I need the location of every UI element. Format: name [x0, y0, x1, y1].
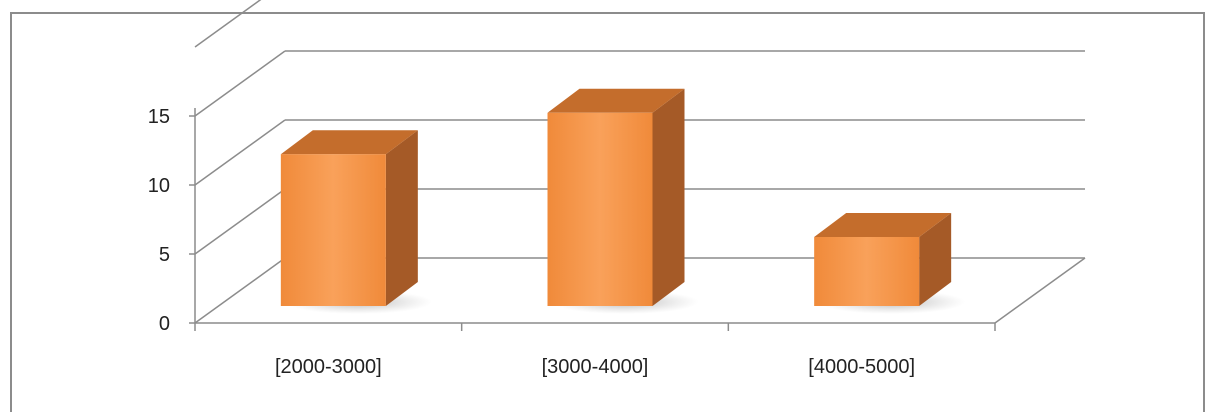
bar-side	[652, 88, 685, 306]
bar	[547, 112, 653, 306]
y-tick-label: 10	[148, 175, 170, 197]
y-tick-label: 15	[148, 106, 170, 128]
bar-top	[547, 88, 685, 113]
y-tick-label: 5	[159, 244, 170, 266]
chart-frame	[10, 12, 1205, 412]
gridline-diagonal	[194, 257, 286, 324]
bar	[814, 237, 920, 306]
y-tick-label: 0	[159, 313, 170, 335]
gridline-diagonal	[194, 119, 286, 186]
gridline-diagonal	[194, 188, 286, 255]
bar-top	[280, 130, 418, 155]
bar-top	[814, 213, 952, 237]
gridline-diagonal	[194, 50, 286, 117]
x-category-label: [2000-3000]	[275, 356, 382, 378]
floor-right-edge	[994, 257, 1086, 324]
bar-side	[919, 213, 952, 306]
gridline-diagonal	[194, 0, 262, 48]
bar-side	[385, 130, 418, 306]
bar	[280, 154, 386, 306]
x-category-label: [3000-4000]	[542, 356, 649, 378]
x-category-label: [4000-5000]	[808, 356, 915, 378]
